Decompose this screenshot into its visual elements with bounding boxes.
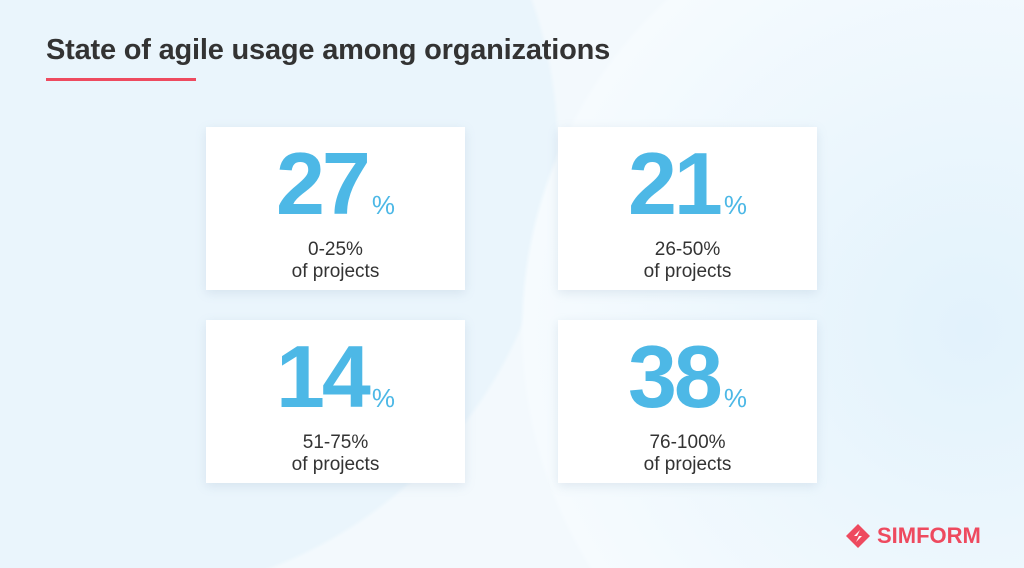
stat-unit: %: [371, 383, 395, 413]
stat-card: 14% 51-75% of projects: [206, 320, 465, 483]
stat-card: 21% 26-50% of projects: [558, 127, 817, 290]
stat-card: 38% 76-100% of projects: [558, 320, 817, 483]
stat-value: 21: [627, 134, 723, 233]
page-title: State of agile usage among organizations: [46, 34, 611, 66]
stat-card: 27% 0-25% of projects: [206, 127, 465, 290]
stat-value: 14: [275, 327, 371, 426]
stat-suffix: of projects: [643, 261, 732, 282]
simform-logo: SIMFORM: [845, 523, 981, 549]
logo-text: SIMFORM: [877, 523, 981, 548]
stat-value: 27: [275, 134, 371, 233]
title-underline: [46, 78, 196, 81]
stat-unit: %: [371, 190, 395, 220]
stat-suffix: of projects: [291, 261, 380, 282]
stat-range: 0-25%: [308, 239, 363, 260]
stat-range: 51-75%: [302, 432, 369, 453]
stat-unit: %: [723, 190, 747, 220]
stat-suffix: of projects: [643, 454, 732, 475]
stat-suffix: of projects: [291, 454, 380, 475]
simform-logo-icon: [846, 524, 870, 548]
stat-range: 76-100%: [649, 432, 726, 453]
stat-unit: %: [723, 383, 747, 413]
stat-range: 26-50%: [654, 239, 721, 260]
stat-value: 38: [627, 327, 723, 426]
